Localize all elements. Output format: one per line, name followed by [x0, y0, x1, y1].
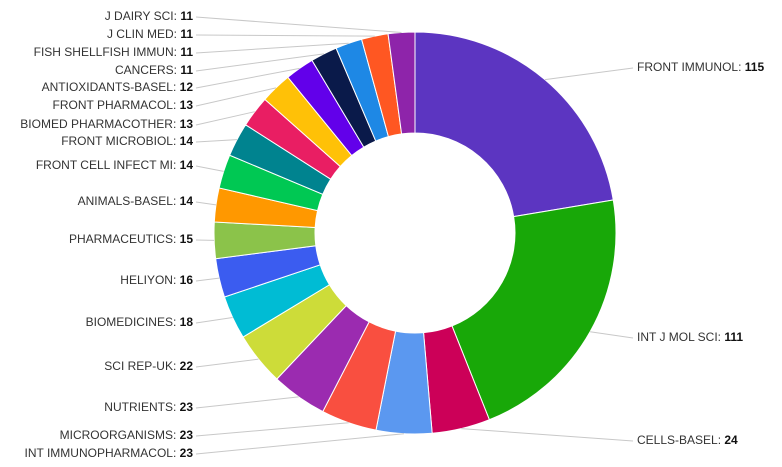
slice-label-name: FISH SHELLFISH IMMUN:: [34, 45, 181, 59]
leader-lines: [195, 16, 634, 455]
slice-label: SCI REP-UK: 22: [104, 359, 193, 373]
slice-label-name: MICROORGANISMS:: [60, 428, 180, 442]
leader-line: [195, 396, 299, 409]
leader-line: [195, 165, 224, 172]
slice-label: ANTIOXIDANTS-BASEL: 12: [42, 80, 194, 94]
slice-label-value: 14: [180, 158, 194, 172]
slice-label-name: CELLS-BASEL:: [637, 433, 724, 447]
slice-label: J CLIN MED: 11: [107, 27, 193, 41]
slice-label-name: SCI REP-UK:: [104, 359, 179, 373]
slice-label-name: FRONT MICROBIOL:: [61, 134, 179, 148]
slice-label: ANIMALS-BASEL: 14: [78, 194, 194, 208]
leader-line: [195, 111, 255, 126]
slice-label-name: J CLIN MED:: [107, 27, 180, 41]
slice-label-name: BIOMED PHARMACOTHER:: [20, 117, 179, 131]
leader-line: [195, 201, 217, 206]
leader-line: [544, 67, 634, 81]
leader-line: [195, 53, 324, 72]
slice-label-name: ANIMALS-BASEL:: [78, 194, 180, 208]
slice-label-value: 13: [180, 117, 194, 131]
slice-label-value: 23: [180, 446, 194, 460]
slice-label-value: 115: [745, 60, 765, 74]
slice-label-name: INT J MOL SCI:: [637, 330, 724, 344]
leader-line: [195, 87, 277, 107]
slice-label-name: J DAIRY SCI:: [105, 9, 181, 23]
slice-label-name: ANTIOXIDANTS-BASEL:: [42, 80, 180, 94]
leader-line: [195, 317, 233, 324]
slice-label-value: 23: [180, 400, 194, 414]
slice-label-value: 15: [180, 232, 194, 246]
slice-label: INT J MOL SCI: 111: [637, 330, 743, 344]
slice-label-name: HELIYON:: [120, 273, 179, 287]
slice-label-name: CANCERS:: [115, 63, 180, 77]
slice-label-name: BIOMEDICINES:: [86, 315, 180, 329]
leader-line: [195, 277, 220, 282]
leader-line: [195, 358, 259, 368]
slice-label-value: 11: [180, 45, 193, 59]
leader-line: [195, 433, 404, 455]
slice-label: FRONT CELL INFECT MI: 14: [36, 158, 193, 172]
slice-label-name: FRONT IMMUNOL:: [637, 60, 745, 74]
slice-label-value: 23: [180, 428, 194, 442]
slice-labels: FRONT IMMUNOL: 115 INT J MOL SCI: 111 CELL…: [20, 9, 764, 460]
slice-label: FRONT MICROBIOL: 14: [61, 134, 193, 148]
leader-line: [195, 67, 300, 89]
leader-line: [195, 139, 238, 143]
slice-label-name: PHARMACEUTICS:: [69, 232, 180, 246]
slice-label-value: 11: [180, 63, 193, 77]
slice-label-value: 12: [180, 80, 194, 94]
leader-line: [590, 331, 634, 339]
slice-label: CELLS-BASEL: 24: [637, 433, 738, 447]
slice-front-immunol[interactable]: [414, 31, 614, 218]
leader-line: [195, 422, 349, 437]
slice-label: PHARMACEUTICS: 15: [69, 232, 193, 246]
slice-label-value: 14: [180, 134, 194, 148]
slice-label: INT IMMUNOPHARMACOL: 23: [25, 446, 194, 460]
slice-label: FISH SHELLFISH IMMUN: 11: [34, 45, 194, 59]
slice-label-name: FRONT PHARMACOL:: [53, 98, 180, 112]
donut-slices: [213, 31, 617, 435]
slice-label-value: 24: [724, 433, 738, 447]
leader-line: [461, 428, 634, 442]
slice-label-value: 22: [180, 359, 194, 373]
slice-label-value: 11: [180, 9, 193, 23]
slice-label: CANCERS: 11: [115, 63, 193, 77]
leader-line: [195, 34, 375, 37]
slice-label-value: 111: [724, 330, 743, 344]
slice-label-name: INT IMMUNOPHARMACOL:: [25, 446, 180, 460]
slice-label: FRONT PHARMACOL: 13: [53, 98, 194, 112]
slice-label-value: 14: [180, 194, 194, 208]
slice-label: MICROORGANISMS: 23: [60, 428, 194, 442]
slice-label: FRONT IMMUNOL: 115: [637, 60, 764, 74]
slice-label-value: 16: [180, 273, 194, 287]
leader-line: [195, 42, 349, 54]
slice-label-value: 11: [180, 27, 193, 41]
slice-label: NUTRIENTS: 23: [104, 400, 193, 414]
slice-label-name: FRONT CELL INFECT MI:: [36, 158, 180, 172]
slice-label: BIOMEDICINES: 18: [86, 315, 194, 329]
slice-label: J DAIRY SCI: 11: [105, 9, 194, 23]
slice-label: BIOMED PHARMACOTHER: 13: [20, 117, 193, 131]
slice-int-j-mol-sci[interactable]: [451, 199, 617, 421]
slice-label-value: 13: [180, 98, 194, 112]
slice-label-name: NUTRIENTS:: [104, 400, 179, 414]
leader-line: [195, 16, 402, 33]
slice-label: HELIYON: 16: [120, 273, 193, 287]
slice-label-value: 18: [180, 315, 194, 329]
slice-j-dairy-sci[interactable]: [387, 31, 416, 135]
